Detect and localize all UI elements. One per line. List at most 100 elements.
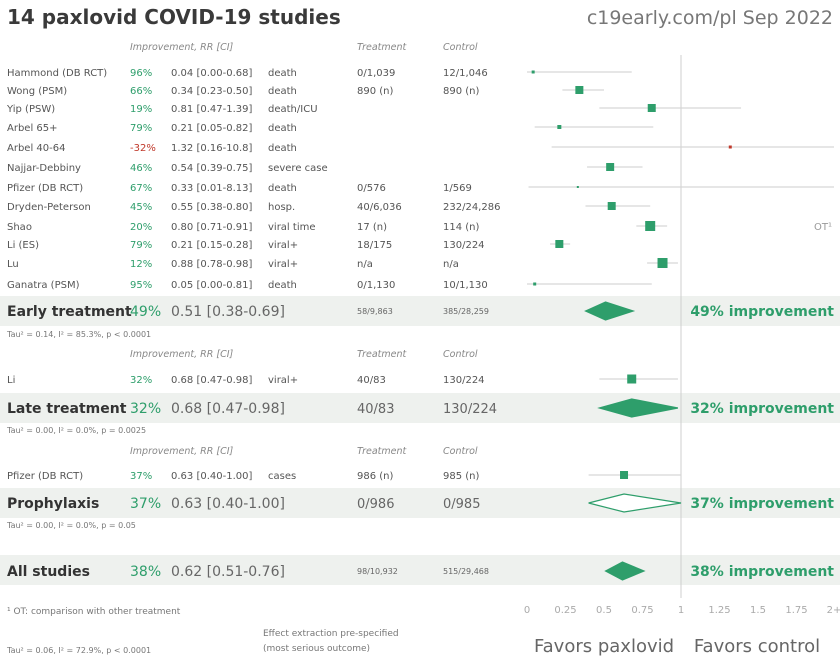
study-outcome-0-5: severe case	[268, 163, 328, 174]
favors-left: Favors paxlovid	[534, 636, 674, 657]
study-point-0-9	[555, 240, 564, 248]
study-point-0-1	[575, 86, 584, 94]
tau-1: Tau² = 0.00, I² = 0.0%, p = 0.0025	[6, 426, 146, 435]
summary-band-1	[0, 393, 840, 423]
summary-diamond-1	[597, 398, 679, 418]
study-name-0-1: Wong (PSM)	[7, 86, 67, 97]
study-control-0-10: n/a	[443, 259, 459, 270]
summary-improvement-1: 32%	[130, 401, 161, 417]
study-name-0-7: Dryden-Peterson	[7, 202, 91, 213]
study-rr-0-6: 0.33 [0.01-8.13]	[171, 183, 252, 194]
study-name-0-3: Arbel 65+	[7, 123, 58, 134]
study-point-0-2	[647, 104, 656, 112]
tau-all: Tau² = 0.06, I² = 72.9%, p < 0.0001	[6, 646, 151, 655]
study-treatment-2-0: 986 (n)	[357, 471, 394, 482]
study-rr-0-10: 0.88 [0.78-0.98]	[171, 259, 252, 270]
study-rr-0-1: 0.34 [0.23-0.50]	[171, 86, 252, 97]
ot-marker: OT¹	[814, 222, 832, 233]
study-control-0-1: 890 (n)	[443, 86, 480, 97]
summary-band-2	[0, 488, 840, 518]
study-outcome-2-0: cases	[268, 471, 296, 482]
study-control-0-0: 12/1,046	[443, 68, 488, 79]
study-rr-2-0: 0.63 [0.40-1.00]	[171, 471, 252, 482]
summary-improvement-all: 38%	[130, 564, 161, 580]
favors-right: Favors control	[694, 636, 820, 657]
study-treatment-0-10: n/a	[357, 259, 373, 270]
study-control-1-0: 130/224	[443, 375, 485, 386]
study-improvement-0-9: 79%	[130, 240, 152, 251]
axis-tick-3: 0.75	[631, 605, 653, 616]
study-rr-0-2: 0.81 [0.47-1.39]	[171, 104, 252, 115]
summary-improvement-0: 49%	[130, 304, 161, 320]
study-control-2-0: 985 (n)	[443, 471, 480, 482]
study-rr-0-3: 0.21 [0.05-0.82]	[171, 123, 252, 134]
study-treatment-0-0: 0/1,039	[357, 68, 395, 79]
summary-label-0: Early treatment	[7, 304, 132, 320]
axis-tick-6: 1.5	[750, 605, 766, 616]
axis-tick-8: 2+	[827, 605, 840, 616]
study-improvement-0-8: 20%	[130, 222, 152, 233]
axis-tick-0: 0	[524, 605, 530, 616]
study-rr-0-4: 1.32 [0.16-10.8]	[171, 143, 252, 154]
summary-rr-all: 0.62 [0.51-0.76]	[171, 564, 285, 580]
study-rr-0-11: 0.05 [0.00-0.81]	[171, 280, 252, 291]
summary-band-3	[0, 555, 840, 585]
study-point-0-11	[533, 282, 537, 286]
study-name-0-10: Lu	[7, 259, 19, 270]
study-outcome-0-11: death	[268, 280, 297, 291]
study-point-0-6	[576, 186, 579, 188]
study-point-0-4	[728, 145, 732, 149]
summary-label-all: All studies	[7, 564, 90, 580]
extraction-note-1: Effect extraction pre-specified	[263, 629, 399, 639]
summary-diamond-all	[604, 561, 646, 581]
header-improvement-1: Improvement, RR [CI]	[130, 349, 234, 360]
study-control-0-7: 232/24,286	[443, 202, 500, 213]
study-outcome-0-3: death	[268, 123, 297, 134]
footnote-ot: ¹ OT: comparison with other treatment	[7, 607, 181, 617]
study-point-1-0	[627, 374, 637, 384]
header-treatment-1: Treatment	[357, 349, 407, 360]
summary-rr-2: 0.63 [0.40-1.00]	[171, 496, 285, 512]
summary-treatment-2: 0/986	[357, 497, 394, 512]
study-treatment-0-7: 40/6,036	[357, 202, 402, 213]
study-improvement-0-0: 96%	[130, 68, 152, 79]
study-improvement-2-0: 37%	[130, 471, 152, 482]
study-control-0-8: 114 (n)	[443, 222, 480, 233]
study-point-0-7	[607, 202, 616, 210]
study-control-0-6: 1/569	[443, 183, 472, 194]
study-control-0-11: 10/1,130	[443, 280, 488, 291]
study-improvement-0-5: 46%	[130, 163, 152, 174]
study-improvement-0-7: 45%	[130, 202, 152, 213]
header-control-2: Control	[443, 446, 478, 457]
summary-treatment-all: 98/10,932	[357, 567, 398, 576]
study-name-0-2: Yip (PSW)	[6, 104, 55, 115]
study-name-0-5: Najjar-Debbiny	[7, 163, 81, 174]
summary-control-2: 0/985	[443, 497, 480, 512]
header-control-1: Control	[443, 349, 478, 360]
study-name-0-8: Shao	[7, 222, 32, 233]
study-point-2-0	[620, 471, 629, 479]
study-improvement-1-0: 32%	[130, 375, 152, 386]
study-outcome-0-4: death	[268, 143, 297, 154]
axis-tick-4: 1	[678, 605, 684, 616]
summary-label-2: Prophylaxis	[7, 496, 99, 512]
tau-0: Tau² = 0.14, I² = 85.3%, p < 0.0001	[6, 330, 151, 339]
study-name-0-11: Ganatra (PSM)	[7, 280, 80, 291]
study-outcome-1-0: viral+	[268, 375, 298, 386]
study-rr-0-5: 0.54 [0.39-0.75]	[171, 163, 252, 174]
study-control-0-9: 130/224	[443, 240, 485, 251]
study-improvement-0-6: 67%	[130, 183, 152, 194]
axis-tick-1: 0.25	[554, 605, 576, 616]
study-point-0-5	[606, 163, 615, 171]
summary-control-all: 515/29,468	[443, 567, 489, 576]
study-rr-0-8: 0.80 [0.71-0.91]	[171, 222, 252, 233]
study-rr-0-9: 0.21 [0.15-0.28]	[171, 240, 252, 251]
summary-impvalue-1: 32% improvement	[690, 401, 834, 417]
summary-control-0: 385/28,259	[443, 307, 489, 316]
study-outcome-0-6: death	[268, 183, 297, 194]
study-outcome-0-2: death/ICU	[268, 104, 318, 115]
summary-label-1: Late treatment	[7, 401, 127, 417]
study-improvement-0-2: 19%	[130, 104, 152, 115]
axis-tick-7: 1.75	[785, 605, 807, 616]
study-point-0-3	[557, 125, 562, 129]
